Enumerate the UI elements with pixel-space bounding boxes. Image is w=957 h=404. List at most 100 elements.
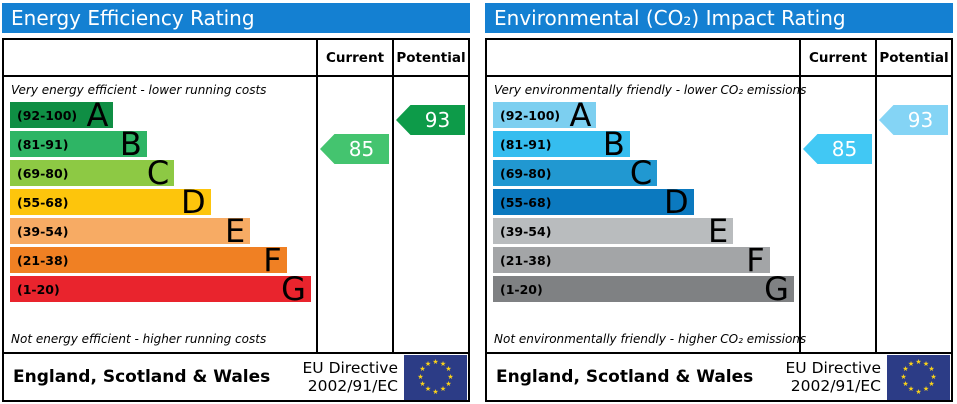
band-letter: D <box>663 183 689 221</box>
band-bar-e: (39-54) E <box>10 212 251 250</box>
eu-directive-line2: 2002/91/EC <box>307 377 398 395</box>
band-range: (81-91) <box>500 136 552 152</box>
band-row-f: (21-38) F <box>10 241 314 279</box>
band-bar-f: (21-38) F <box>10 241 287 279</box>
current-rating-value: 85 <box>831 137 858 161</box>
panel-footer: England, Scotland & Wales EU Directive 2… <box>487 352 951 400</box>
panel-title-bar: Environmental (CO₂) Impact Rating <box>485 3 953 33</box>
band-row-b: (81-91) B <box>493 125 797 163</box>
band-range: (69-80) <box>17 165 69 181</box>
environmental-impact-panel: Environmental (CO₂) Impact Rating Curren… <box>485 3 953 402</box>
band-letter: F <box>263 241 282 279</box>
band-row-c: (69-80) C <box>493 157 797 189</box>
panel-title: Energy Efficiency Rating <box>11 6 255 30</box>
top-note: Very environmentally friendly - lower CO… <box>494 83 807 97</box>
eu-star-icon: ★ <box>930 372 937 381</box>
band-letter: D <box>180 183 206 221</box>
top-note: Very energy efficient - lower running co… <box>11 83 267 97</box>
band-letter: B <box>119 125 142 163</box>
band-bar-a: (92-100) A <box>493 99 597 131</box>
band-bar-f: (21-38) F <box>493 241 770 279</box>
current-column-header: Current <box>316 40 392 77</box>
band-row-d: (55-68) D <box>493 183 797 221</box>
bottom-note: Not environmentally friendly - higher CO… <box>494 332 807 346</box>
eu-star-icon: ★ <box>432 387 439 396</box>
band-bar-d: (55-68) D <box>10 183 211 221</box>
eu-directive-line2: 2002/91/EC <box>790 377 881 395</box>
corner-cell <box>4 40 316 77</box>
eu-star-icon: ★ <box>902 365 909 373</box>
band-range: (39-54) <box>17 223 69 239</box>
eu-star-icon: ★ <box>439 359 447 368</box>
band-letter: F <box>746 241 765 279</box>
potential-rating-value: 93 <box>424 108 451 132</box>
bands-area: Very environmentally friendly - lower CO… <box>487 77 807 352</box>
band-bar-g: (1-20) G <box>493 270 794 308</box>
band-letter: E <box>224 212 246 250</box>
eu-star-icon: ★ <box>907 359 915 368</box>
band-letter: E <box>707 212 729 250</box>
eu-star-icon: ★ <box>419 365 426 373</box>
region-label: England, Scotland & Wales <box>13 367 271 387</box>
band-letter: B <box>602 125 625 163</box>
band-row-b: (81-91) B <box>10 125 314 163</box>
corner-cell <box>487 40 799 77</box>
band-bar-a: (92-100) A <box>10 96 114 134</box>
band-row-f: (21-38) F <box>493 241 797 279</box>
eu-star-icon: ★ <box>907 385 915 394</box>
potential-rating-arrow: 93 <box>396 105 465 135</box>
current-rating-arrow: 85 <box>803 134 872 164</box>
eu-flag: ★ ★ ★ ★ ★ ★ ★ ★ ★ ★ ★ ★ <box>404 354 467 400</box>
eu-star-icon: ★ <box>922 359 930 368</box>
potential-rating-arrow: 93 <box>879 105 948 135</box>
band-range: (1-20) <box>500 281 543 297</box>
panel-title-bar: Energy Efficiency Rating <box>2 3 470 33</box>
eu-star-icon: ★ <box>445 380 452 388</box>
bands-area: Very energy efficient - lower running co… <box>4 77 316 352</box>
eu-star-icon: ★ <box>419 380 426 388</box>
band-range: (21-38) <box>17 252 69 268</box>
eu-star-icon: ★ <box>424 359 432 368</box>
eu-star-icon: ★ <box>915 357 922 366</box>
band-letter: A <box>86 96 109 134</box>
band-range: (21-38) <box>500 252 552 268</box>
eu-star-icon: ★ <box>432 357 439 366</box>
region-label: England, Scotland & Wales <box>496 367 754 387</box>
rating-table: Current Potential Very environmentally f… <box>485 38 953 402</box>
band-row-e: (39-54) E <box>10 212 314 250</box>
band-row-a: (92-100) A <box>493 99 797 131</box>
eu-directive-line1: EU Directive <box>785 358 882 377</box>
band-range: (55-68) <box>500 194 552 210</box>
band-row-g: (1-20) G <box>493 270 797 308</box>
band-range: (1-20) <box>17 281 60 297</box>
band-letter: C <box>146 154 170 192</box>
eu-directive-label: EU Directive 2002/91/EC <box>303 359 399 396</box>
bottom-note: Not energy efficient - higher running co… <box>11 332 267 346</box>
band-bar-b: (81-91) B <box>10 125 147 163</box>
eu-star-icon: ★ <box>922 385 930 394</box>
band-bar-c: (69-80) C <box>493 157 658 189</box>
band-range: (55-68) <box>17 194 69 210</box>
band-range: (92-100) <box>500 107 561 123</box>
band-letter: G <box>764 270 789 308</box>
band-bar-c: (69-80) C <box>10 154 175 192</box>
rating-table: Current Potential Very energy efficient … <box>2 38 470 402</box>
eu-star-icon: ★ <box>915 387 922 396</box>
band-bar-d: (55-68) D <box>493 183 694 221</box>
panel-footer: England, Scotland & Wales EU Directive 2… <box>4 352 468 400</box>
eu-star-icon: ★ <box>424 385 432 394</box>
band-range: (81-91) <box>17 136 69 152</box>
eu-star-icon: ★ <box>900 372 907 381</box>
eu-directive-line1: EU Directive <box>302 358 399 377</box>
band-bar-e: (39-54) E <box>493 212 734 250</box>
eu-star-icon: ★ <box>902 380 909 388</box>
eu-star-icon: ★ <box>439 385 447 394</box>
eu-star-icon: ★ <box>928 365 935 373</box>
panel-title: Environmental (CO₂) Impact Rating <box>494 6 846 30</box>
band-row-g: (1-20) G <box>10 273 314 305</box>
eu-flag: ★ ★ ★ ★ ★ ★ ★ ★ ★ ★ ★ ★ <box>887 354 950 400</box>
eu-star-icon: ★ <box>445 365 452 373</box>
band-row-d: (55-68) D <box>10 183 314 221</box>
band-bar-g: (1-20) G <box>10 273 311 305</box>
